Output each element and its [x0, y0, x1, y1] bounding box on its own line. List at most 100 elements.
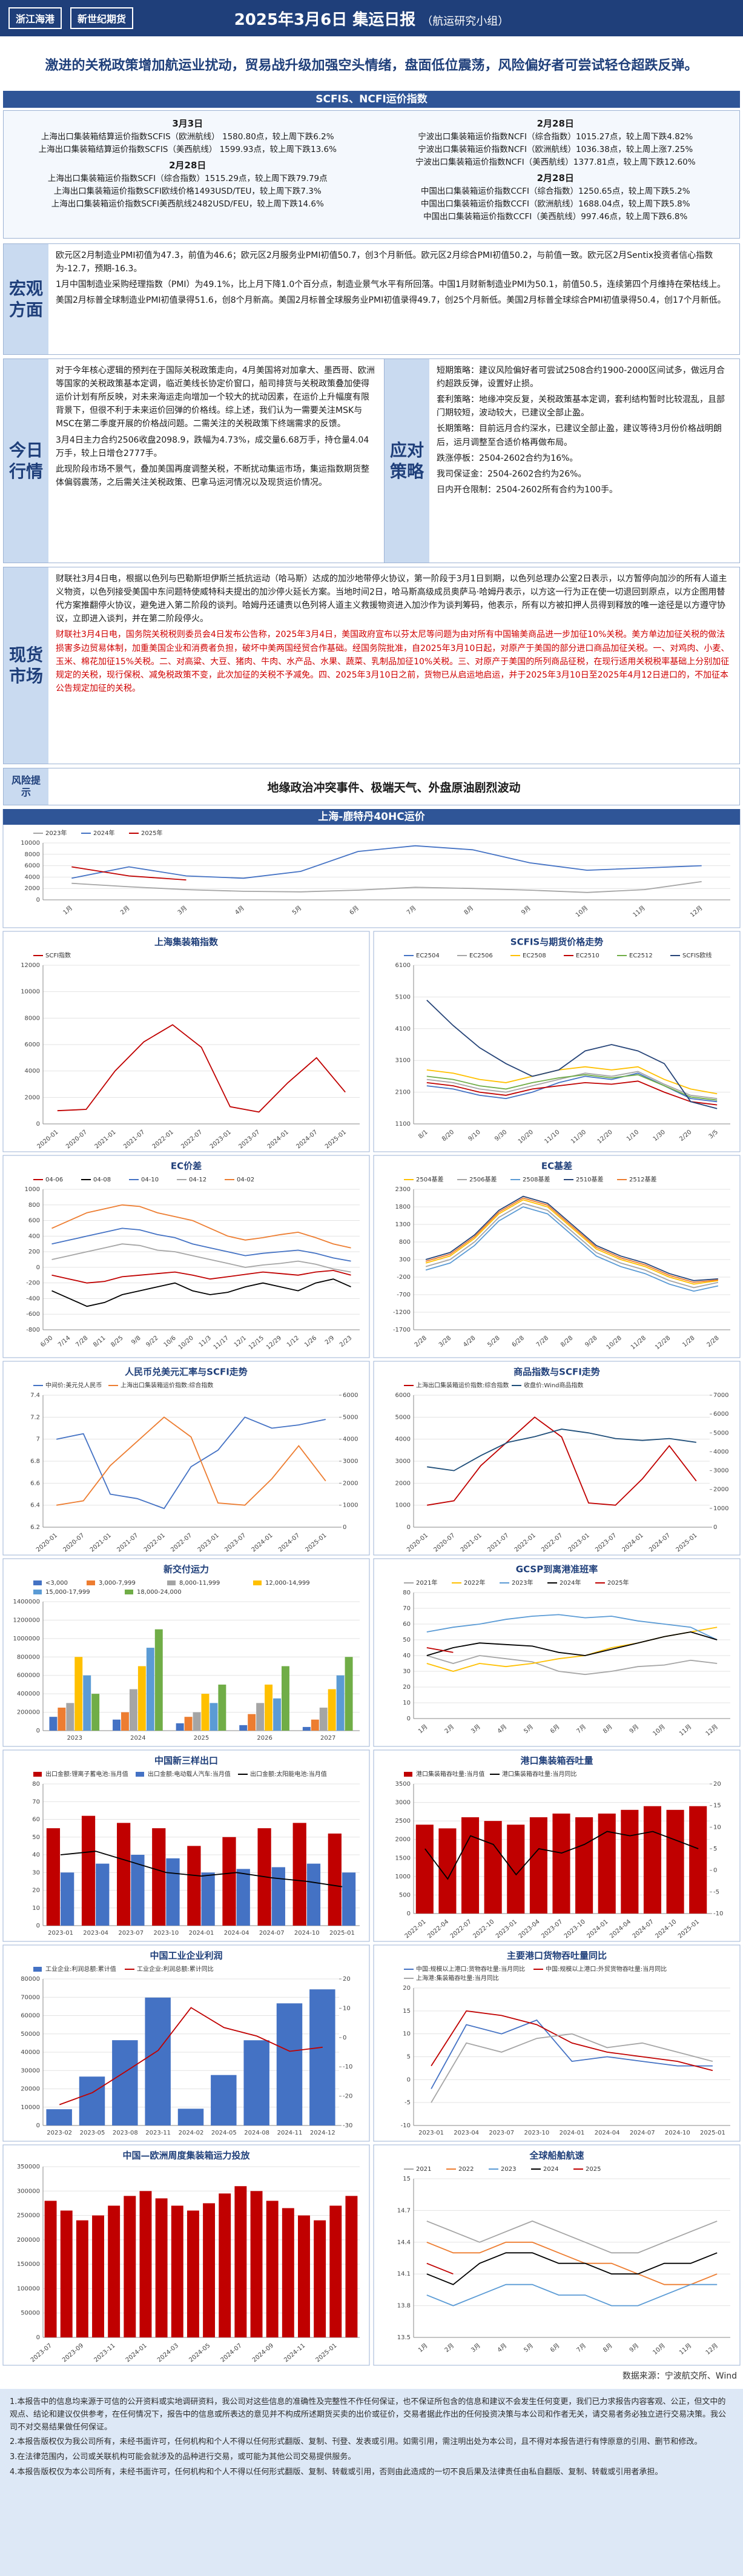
- x-tick-label: 2023-11: [145, 2130, 171, 2136]
- series-line: [426, 2241, 718, 2285]
- bar: [203, 2203, 216, 2337]
- y-tick-label: 80000: [21, 1976, 40, 1983]
- bar: [211, 2075, 237, 2125]
- series-line: [426, 1655, 718, 1676]
- y-tick-label: 300: [399, 1257, 411, 1263]
- bar: [79, 2076, 105, 2125]
- bar: [298, 2215, 310, 2337]
- bar: [66, 1703, 74, 1731]
- bar: [484, 1821, 502, 1914]
- y-tick-label: 40000: [21, 2049, 40, 2056]
- series-line: [425, 1195, 718, 1281]
- chart-frame: [2, 1944, 370, 2142]
- y-tick-label: 6100: [395, 962, 411, 969]
- legend-label: 港口集装箱吞吐量:当月值: [416, 1770, 484, 1778]
- series-line: [51, 1278, 351, 1307]
- legend-label: 2022年: [464, 1579, 485, 1587]
- y-tick-label: 40: [32, 1852, 40, 1858]
- y-tick-label: 15: [403, 2008, 411, 2015]
- y-tick-label: 50000: [21, 2310, 40, 2317]
- y2-tick-label: 15: [713, 1803, 721, 1809]
- series-line: [431, 2010, 713, 2072]
- index-line: 上海出口集装箱运价指数SCFI美西航线2482USD/FEU，较上周下跌14.6…: [51, 199, 324, 210]
- section-text: 短期策略：建议风险偏好者可尝试2508合约1900-2000区间试多，做远月合约…: [429, 359, 739, 563]
- section-band: SCFIS、NCFI运价指数: [3, 91, 740, 108]
- chart-title: 中国工业企业利润: [150, 1950, 222, 1961]
- series-line: [426, 1647, 454, 1653]
- legend-swatch: [33, 1772, 42, 1777]
- series-line: [426, 2262, 454, 2275]
- legend-label: 04-02: [237, 1177, 254, 1183]
- x-tick-label: 2025: [194, 1735, 209, 1742]
- bar: [171, 2205, 183, 2337]
- y-tick-label: 0: [36, 1264, 40, 1271]
- legend-label: EC2512: [629, 953, 653, 959]
- legend-label: 2021: [416, 2166, 431, 2173]
- chart-frame: [373, 1361, 741, 1556]
- index-box: 3月3日 上海出口集装箱结算运价指数SCFIS（欧洲航线） 1580.80点，较上…: [3, 110, 740, 239]
- chart-frame: [2, 809, 741, 928]
- series-line: [51, 1270, 351, 1284]
- y-tick-label: -400: [26, 1295, 40, 1302]
- y-tick-label: 800: [399, 1239, 411, 1246]
- y2-tick-label: 1000: [343, 1502, 358, 1509]
- index-line: 上海出口集装箱运价指数SCFI欧线价格1493USD/TEU，较上周下跌7.3%: [53, 187, 322, 197]
- y-tick-label: 14.4: [397, 2239, 411, 2246]
- chart-title: GCSP到离港准班率: [516, 1564, 598, 1575]
- bar: [121, 1712, 129, 1731]
- legend-swatch: [33, 1580, 42, 1585]
- y-tick-label: 200: [28, 1249, 40, 1255]
- bar: [250, 2191, 263, 2337]
- legend-swatch: [253, 1580, 262, 1585]
- legend-label: 2510基差: [576, 1175, 603, 1183]
- y-tick-label: 3100: [395, 1057, 411, 1064]
- bar: [201, 1694, 210, 1731]
- x-tick-label: 2024-04: [224, 1930, 249, 1937]
- chart: 中国—欧洲周度集装箱运力投放 0 50000 100000 150000 200000 25…: [2, 2144, 370, 2366]
- bar: [239, 1725, 248, 1731]
- y-tick-label: 20: [403, 1985, 411, 1992]
- paragraph: 对于今年核心逻辑的预判在于国际关税政策走向，4月美国将对加拿大、墨西哥、欧洲等国…: [56, 366, 375, 429]
- legend-swatch: [33, 1590, 42, 1594]
- y-tick-label: 0: [407, 1524, 411, 1531]
- paragraph: 3月4日主力合约2506收盘2098.9，跌幅为4.73%，成交量6.68万手，…: [56, 435, 369, 458]
- y-tick-label: 10: [403, 2031, 411, 2038]
- bar: [621, 1809, 639, 1914]
- bar: [46, 1828, 61, 1926]
- legend-label: 2506基差: [469, 1175, 497, 1183]
- y2-tick-label: 10: [343, 2005, 351, 2012]
- series-line: [426, 1074, 718, 1101]
- y-tick-label: 2000: [395, 1837, 411, 1843]
- bar: [129, 1689, 137, 1731]
- bar: [46, 2109, 72, 2125]
- y-tick-label: 800: [28, 1202, 40, 1209]
- y-tick-label: 6000: [25, 863, 40, 870]
- y2-tick-label: 6000: [713, 1411, 728, 1418]
- y-tick-label: 10: [32, 1905, 40, 1912]
- series-line: [71, 881, 702, 893]
- y2-tick-label: 0: [343, 2035, 346, 2041]
- y-tick-label: 1100: [395, 1121, 411, 1128]
- y-tick-label: 400000: [17, 1691, 40, 1697]
- section-label: 现货市场: [4, 567, 48, 764]
- y-tick-label: 0: [36, 2334, 40, 2341]
- index-line: 中国出口集装箱运价指数CCFI（欧洲航线）1688.04点，较上周下跌5.8%: [420, 199, 690, 210]
- y-tick-label: 600: [28, 1218, 40, 1224]
- y-tick-label: 4100: [395, 1026, 411, 1032]
- chart-title: 新交付运力: [163, 1564, 209, 1575]
- bar: [176, 1723, 184, 1731]
- bar: [281, 1666, 289, 1731]
- y-tick-label: 2300: [395, 1186, 411, 1193]
- x-tick-label: 2023-08: [113, 2130, 138, 2136]
- legend-label: 上海出口集装箱运价指数:综合指数: [121, 1381, 213, 1389]
- y-tick-label: 3000: [395, 1458, 411, 1465]
- index-date: 2月28日: [537, 173, 574, 184]
- y-tick-label: 800000: [17, 1654, 40, 1660]
- y-tick-label: -700: [397, 1292, 411, 1298]
- macro-section: 宏观方面 欧元区2月制造业PMI初值为47.3，前值为46.6；欧元区2月服务业…: [3, 243, 740, 355]
- chart: 上海-鹿特丹40HC运价 2023年 2024年 2025年 0 2000 4000 6000…: [2, 809, 741, 928]
- bar: [145, 1997, 171, 2125]
- series-line: [51, 1243, 351, 1273]
- bar: [137, 1666, 146, 1731]
- series-line: [426, 1614, 718, 1640]
